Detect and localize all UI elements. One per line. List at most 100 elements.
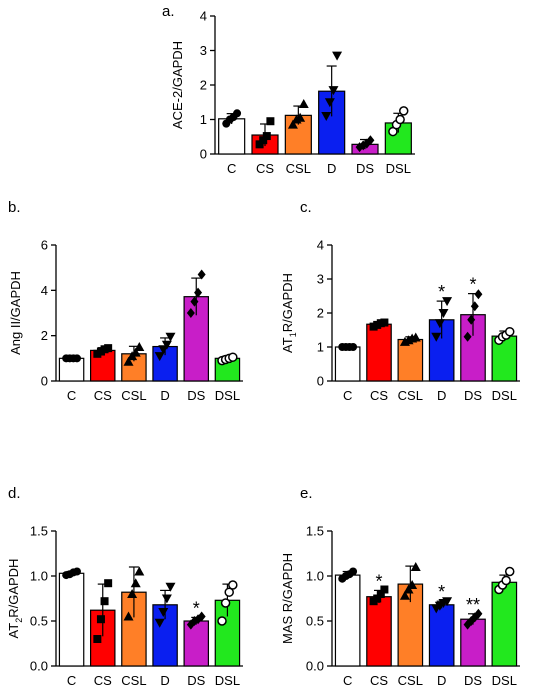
data-point (224, 587, 234, 597)
data-point (410, 562, 421, 571)
y-tick-label: 0 (317, 374, 324, 389)
panel-label: a. (162, 3, 175, 20)
bar-C (218, 118, 246, 155)
y-tick-label: 0.0 (30, 659, 48, 674)
significance-mark: * (193, 598, 200, 618)
data-point (197, 611, 206, 622)
x-tick-label: DSL (386, 161, 411, 176)
bar-DS (460, 618, 486, 667)
data-point (504, 326, 515, 337)
data-point (442, 597, 453, 607)
panel-label: d. (8, 485, 21, 502)
y-tick-label: 0.5 (30, 614, 48, 629)
data-point (431, 332, 442, 342)
x-tick-label: CSL (286, 161, 311, 176)
x-tick-label: D (437, 388, 446, 403)
bar-DSL (491, 581, 518, 667)
data-point (262, 132, 271, 141)
data-point (467, 314, 476, 325)
bar-C (334, 346, 361, 382)
x-tick-label: C (343, 673, 352, 688)
data-point (407, 580, 418, 589)
data-point (266, 117, 275, 126)
data-point (373, 594, 382, 603)
y-axis-label: Ang II/GAPDH (8, 271, 23, 355)
x-tick-label: CSL (121, 388, 146, 403)
data-point (380, 318, 389, 327)
x-tick-label: CSL (398, 673, 423, 688)
data-point (165, 332, 176, 342)
bar-C (334, 574, 361, 667)
bar-C (58, 572, 85, 667)
y-tick-label: 3 (317, 272, 324, 287)
x-tick-label: CS (94, 388, 112, 403)
bar-CS (366, 323, 392, 382)
x-tick-label: C (343, 388, 352, 403)
data-point (194, 287, 203, 298)
data-point (380, 585, 389, 594)
y-tick-label: 0.5 (306, 614, 324, 629)
data-point (96, 615, 105, 624)
data-point (395, 114, 405, 125)
data-point (463, 331, 472, 342)
significance-mark: * (438, 582, 445, 602)
significance-mark: * (469, 275, 476, 295)
x-tick-label: D (160, 388, 169, 403)
x-tick-label: DS (464, 673, 482, 688)
panel-label: e. (300, 485, 313, 502)
data-point (158, 608, 169, 617)
data-point (72, 354, 81, 363)
data-point (324, 98, 335, 108)
data-point (134, 342, 145, 351)
data-point (190, 296, 199, 307)
data-point (123, 356, 134, 366)
x-tick-label: DSL (492, 388, 517, 403)
data-point (332, 51, 343, 61)
x-tick-label: CS (256, 161, 274, 176)
y-tick-label: 0.0 (306, 659, 324, 674)
x-tick-label: CS (370, 388, 388, 403)
data-point (104, 579, 113, 588)
data-point (398, 106, 409, 116)
bar-CS (366, 596, 392, 667)
data-point (399, 590, 410, 600)
y-tick-label: 3 (200, 43, 207, 58)
data-point (438, 309, 449, 318)
x-tick-label: D (327, 161, 336, 176)
y-axis-label: AT2R/GAPDH (6, 559, 24, 639)
y-tick-label: 4 (317, 238, 324, 253)
data-point (410, 332, 421, 342)
data-point (186, 308, 195, 318)
y-tick-label: 1.5 (30, 524, 48, 539)
data-point (287, 119, 298, 129)
y-tick-label: 4 (41, 283, 48, 298)
x-tick-label: CSL (398, 388, 423, 403)
y-tick-label: 1.0 (306, 569, 324, 584)
x-tick-label: C (227, 161, 236, 176)
data-point (259, 136, 268, 145)
data-point (72, 567, 81, 576)
data-point (130, 578, 141, 588)
y-tick-label: 1 (317, 340, 324, 355)
data-point (470, 301, 479, 312)
chart-panel-5: e. MAS R/GAPDH 0.0 0.5 1.0 1.5 C * CS CSL * D ** DS DS… (280, 485, 520, 688)
data-point (154, 618, 165, 628)
x-tick-label: DS (187, 388, 205, 403)
data-point (349, 567, 358, 576)
data-point (376, 590, 385, 598)
data-point (474, 608, 483, 619)
x-tick-label: DSL (215, 673, 240, 688)
panel-label: b. (8, 199, 21, 216)
data-point (217, 616, 227, 626)
x-tick-label: C (67, 388, 76, 403)
chart-panel-1: a. ACE-2/GAPDH 0 1 2 3 4 C CS CSL D DS DSL (162, 3, 415, 176)
x-tick-label: DS (187, 673, 205, 688)
data-point (474, 289, 483, 300)
x-tick-label: CSL (121, 673, 146, 688)
data-point (295, 112, 306, 122)
data-point (161, 594, 172, 604)
y-axis-label: MAS R/GAPDH (280, 553, 295, 644)
y-tick-label: 0 (200, 147, 207, 162)
data-point (161, 340, 172, 350)
data-point (349, 343, 358, 351)
